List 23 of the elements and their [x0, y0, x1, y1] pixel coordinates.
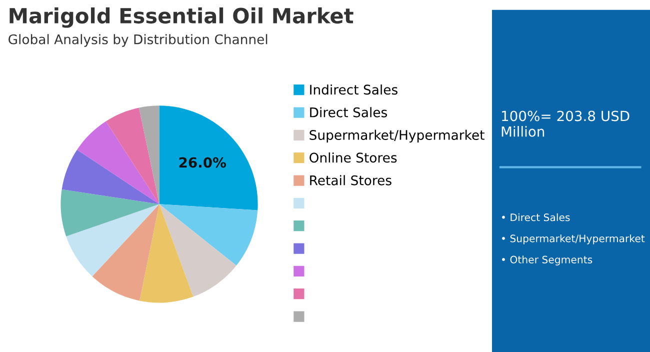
pie-slice	[92, 204, 160, 301]
legend-label: Indirect Sales	[310, 84, 398, 95]
pie-slice	[66, 204, 160, 276]
legend-label: Direct Sales	[310, 107, 388, 118]
text: • Other Segments	[502, 256, 592, 266]
legend-label: Supermarket/Hypermarket	[310, 130, 484, 143]
chart-subtitle: Global Analysis by Distribution Channel	[8, 34, 268, 47]
pie-slice	[106, 108, 160, 204]
pie-slice	[159, 204, 236, 297]
pie-slice	[62, 150, 160, 204]
text: • Supermarket/Hypermarket	[502, 234, 645, 244]
legend-label: Retail Stores	[310, 175, 392, 186]
pie-slice	[77, 121, 160, 204]
legend-label: Online Stores	[310, 152, 397, 163]
chart-title: Marigold Essential Oil Market	[10, 7, 354, 28]
text: • Direct Sales	[502, 213, 570, 222]
pie-slice	[138, 106, 160, 204]
pie-slice	[140, 204, 194, 303]
pie-slice	[159, 106, 258, 210]
text: 100%= 203.8 USD Million	[502, 110, 630, 137]
data-label: 26.0%	[179, 157, 226, 168]
pie-slice	[60, 189, 160, 236]
pie-slice	[159, 204, 258, 266]
